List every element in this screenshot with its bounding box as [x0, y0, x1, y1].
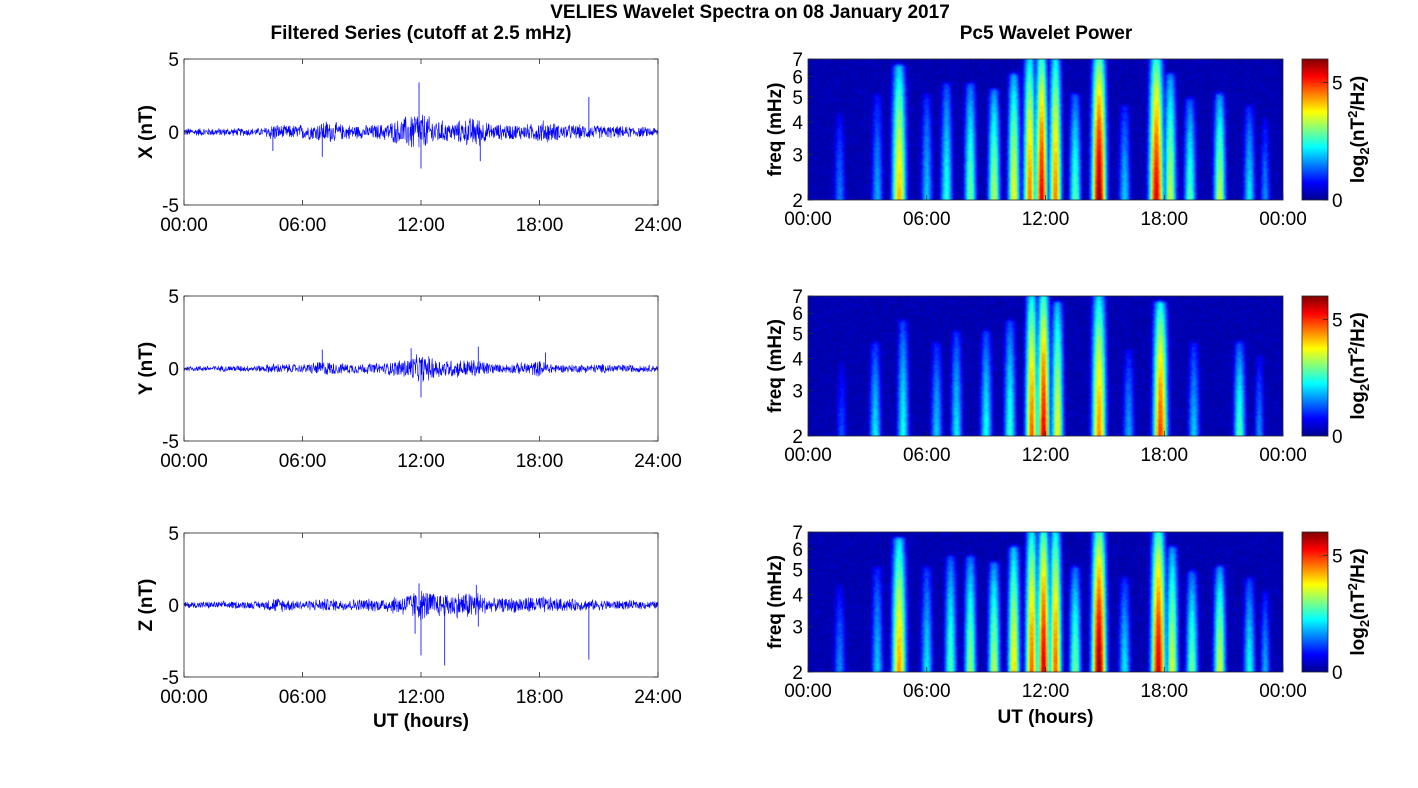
x-axis-label: UT (hours) — [373, 711, 469, 732]
y-axis-label: Y (nT) — [136, 342, 157, 395]
x-tick-label: 12:00 — [397, 215, 445, 236]
x-tick-label: 00:00 — [784, 209, 832, 230]
colorbar-label: log2(nT2/Hz) — [1345, 76, 1372, 183]
colorbar-gradient — [1301, 531, 1329, 673]
colorbar-tick-label: 5 — [1332, 74, 1343, 95]
timeseries-panel-x: 00:00 06:00 12:00 18:00 24:00 -5 0 5 X (nT) — [136, 50, 682, 236]
y-axis-label: freq (mHz) — [765, 319, 786, 413]
y-tick-label: 3 — [792, 382, 803, 403]
y-tick-label: 6 — [792, 540, 803, 561]
x-tick-label: 06:00 — [903, 209, 951, 230]
y-axis-label: X (nT) — [136, 105, 157, 159]
wavelet-power-heatmap — [808, 532, 1283, 672]
x-axis-label: UT (hours) — [997, 707, 1093, 728]
x-tick-label: 18:00 — [516, 687, 564, 708]
y-tick-label: 3 — [792, 618, 803, 639]
y-tick-label: 6 — [792, 304, 803, 325]
x-tick-label: 00:00 — [1259, 681, 1307, 702]
colorbar-gradient — [1301, 295, 1329, 437]
x-tick-label: 00:00 — [160, 215, 208, 236]
y-tick-label: 5 — [792, 325, 803, 346]
y-tick-label: 0 — [168, 596, 179, 617]
x-tick-label: 06:00 — [279, 215, 327, 236]
y-tick-label: 6 — [792, 67, 803, 88]
x-tick-label: 00:00 — [160, 687, 208, 708]
y-tick-label: 7 — [792, 523, 803, 544]
x-tick-label: 18:00 — [516, 451, 564, 472]
y-tick-label: 2 — [792, 427, 803, 448]
y-tick-label: 5 — [168, 287, 179, 308]
y-tick-label: 5 — [168, 50, 179, 71]
y-tick-label: 7 — [792, 287, 803, 308]
y-tick-label: 3 — [792, 145, 803, 166]
wavelet-power-heatmap — [808, 296, 1283, 436]
x-tick-label: 00:00 — [1259, 209, 1307, 230]
x-tick-label: 12:00 — [397, 687, 445, 708]
y-tick-label: 7 — [792, 50, 803, 71]
y-tick-label: -5 — [162, 196, 179, 217]
y-tick-label: -5 — [162, 432, 179, 453]
colorbar-label: log2(nT2/Hz) — [1345, 548, 1372, 655]
x-tick-label: 18:00 — [1140, 445, 1188, 466]
colorbar-tick-label: 5 — [1332, 310, 1343, 331]
y-axis-label: Z (nT) — [136, 579, 157, 632]
x-tick-label: 18:00 — [1140, 681, 1188, 702]
signal-trace — [183, 114, 659, 148]
x-tick-label: 12:00 — [1022, 209, 1070, 230]
figure-title: VELIES Wavelet Spectra on 08 January 201… — [550, 2, 950, 23]
x-tick-label: 12:00 — [397, 451, 445, 472]
y-tick-label: 5 — [168, 524, 179, 545]
y-tick-label: 5 — [792, 88, 803, 109]
x-tick-label: 06:00 — [279, 451, 327, 472]
x-tick-label: 12:00 — [1022, 445, 1070, 466]
x-tick-label: 00:00 — [1259, 445, 1307, 466]
x-tick-label: 06:00 — [279, 687, 327, 708]
colorbar-gradient — [1301, 58, 1329, 201]
left-column-title: Filtered Series (cutoff at 2.5 mHz) — [271, 23, 572, 44]
y-axis-label: freq (mHz) — [765, 83, 786, 177]
y-tick-label: 2 — [792, 663, 803, 684]
y-axis-label: freq (mHz) — [765, 555, 786, 649]
x-tick-label: 00:00 — [784, 445, 832, 466]
y-tick-label: -5 — [162, 668, 179, 689]
x-tick-label: 12:00 — [1022, 681, 1070, 702]
colorbar-tick-label: 5 — [1332, 546, 1343, 567]
colorbar-tick-label: 0 — [1332, 191, 1343, 212]
y-tick-label: 2 — [792, 191, 803, 212]
y-tick-label: 4 — [792, 113, 803, 134]
x-tick-label: 24:00 — [634, 687, 682, 708]
right-column-title: Pc5 Wavelet Power — [960, 23, 1133, 44]
x-tick-label: 00:00 — [160, 451, 208, 472]
y-tick-label: 4 — [792, 350, 803, 371]
colorbar-tick-label: 0 — [1332, 663, 1343, 684]
x-tick-label: 06:00 — [903, 445, 951, 466]
x-tick-label: 18:00 — [516, 215, 564, 236]
timeseries-panel-y: 00:00 06:00 12:00 18:00 24:00 -5 0 5 Y (nT) — [136, 287, 682, 472]
x-tick-label: 06:00 — [903, 681, 951, 702]
x-tick-label: 24:00 — [634, 451, 682, 472]
x-tick-label: 00:00 — [784, 681, 832, 702]
y-tick-label: 0 — [168, 123, 179, 144]
y-tick-label: 0 — [168, 360, 179, 381]
timeseries-panel-z: 00:00 06:00 12:00 18:00 24:00 -5 0 5 Z (nT) UT (h… — [136, 524, 682, 732]
y-tick-label: 5 — [792, 561, 803, 582]
colorbar-label: log2(nT2/Hz) — [1345, 312, 1372, 419]
x-tick-label: 24:00 — [634, 215, 682, 236]
colorbar-tick-label: 0 — [1332, 427, 1343, 448]
wavelet-power-heatmap — [808, 59, 1283, 200]
x-tick-label: 18:00 — [1140, 209, 1188, 230]
y-tick-label: 4 — [792, 586, 803, 607]
